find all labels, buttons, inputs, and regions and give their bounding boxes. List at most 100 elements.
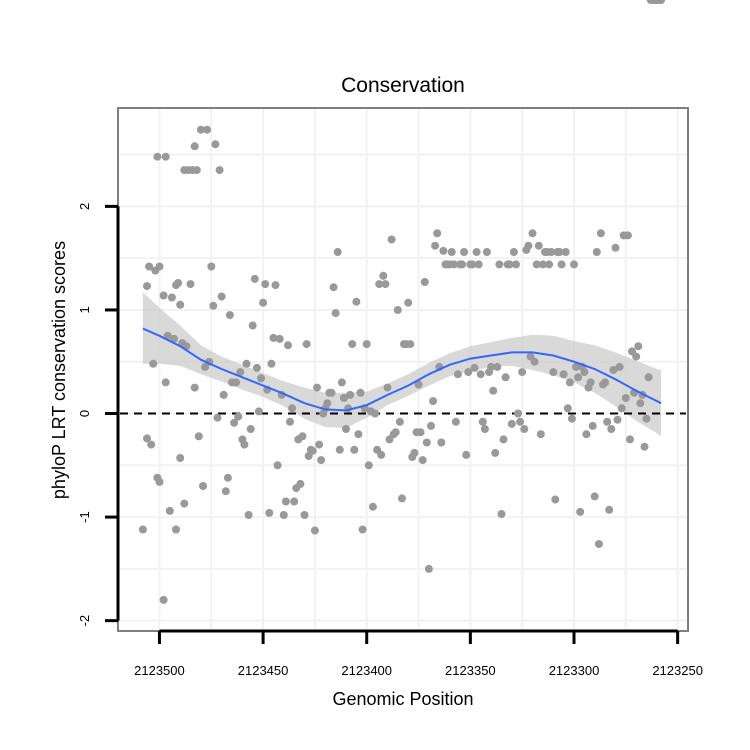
data-point xyxy=(406,340,415,349)
data-point xyxy=(632,352,641,361)
data-point xyxy=(368,502,377,511)
data-point xyxy=(547,248,556,256)
x-axis: 2123500 2123450 2123400 2123350 2123300 21232… xyxy=(134,629,703,678)
data-point xyxy=(284,341,292,350)
data-point xyxy=(570,260,578,269)
data-point xyxy=(464,368,473,377)
data-point xyxy=(563,404,572,413)
data-point xyxy=(429,397,438,406)
data-point xyxy=(232,378,241,387)
data-point xyxy=(518,368,527,377)
data-point xyxy=(596,229,605,238)
y-axis-label: phyloP LRT conservation scores xyxy=(49,241,69,499)
data-point xyxy=(501,373,510,382)
y-tick-label: -2 xyxy=(77,615,92,627)
data-point xyxy=(472,248,481,256)
data-point xyxy=(192,166,201,175)
data-point xyxy=(414,380,423,389)
data-point xyxy=(300,511,309,519)
data-point xyxy=(337,378,346,387)
data-point xyxy=(217,292,226,301)
data-point xyxy=(451,417,460,426)
data-point xyxy=(315,440,324,449)
data-point xyxy=(329,283,338,292)
data-point xyxy=(221,487,230,496)
data-point xyxy=(617,404,626,413)
data-point xyxy=(480,425,489,433)
data-point xyxy=(155,262,164,271)
data-point xyxy=(424,564,433,573)
data-point xyxy=(269,333,278,342)
data-point xyxy=(203,125,212,134)
data-point xyxy=(545,260,554,269)
data-point xyxy=(449,260,458,269)
data-point xyxy=(512,260,520,269)
data-point xyxy=(418,456,427,465)
x-tick-label: 2123350 xyxy=(445,663,496,678)
data-point xyxy=(381,280,390,289)
data-point xyxy=(352,297,361,306)
data-point xyxy=(507,419,516,428)
data-point xyxy=(275,334,284,343)
data-point xyxy=(549,368,558,377)
x-tick-label: 2123250 xyxy=(652,663,703,678)
data-point xyxy=(259,298,268,307)
data-point xyxy=(348,340,357,349)
data-point xyxy=(194,432,203,441)
data-point xyxy=(592,248,601,256)
data-point xyxy=(615,362,624,371)
data-point xyxy=(387,235,396,244)
data-point xyxy=(174,279,183,287)
data-point xyxy=(567,414,576,423)
data-point xyxy=(657,0,666,4)
data-point xyxy=(356,388,365,397)
data-point xyxy=(398,494,406,503)
data-point xyxy=(339,394,348,402)
data-point xyxy=(538,260,547,269)
data-point xyxy=(153,152,162,161)
x-axis-label: Genomic Position xyxy=(332,689,473,709)
data-point xyxy=(427,421,435,430)
data-point xyxy=(422,438,431,447)
data-point xyxy=(375,280,384,289)
data-point xyxy=(371,409,379,418)
data-point xyxy=(576,507,585,516)
data-point xyxy=(186,280,195,289)
data-point xyxy=(155,477,164,486)
data-point xyxy=(607,425,616,433)
data-point xyxy=(460,248,469,256)
data-point xyxy=(611,243,620,252)
data-point xyxy=(594,540,603,548)
x-tick-label: 2123300 xyxy=(549,663,600,678)
data-point xyxy=(453,370,462,379)
data-point xyxy=(634,342,643,351)
data-point xyxy=(159,291,168,300)
data-point xyxy=(161,152,170,161)
data-point xyxy=(470,363,479,372)
data-point xyxy=(265,508,274,517)
data-point xyxy=(358,525,367,534)
data-point xyxy=(536,430,545,439)
data-point xyxy=(491,448,500,457)
data-point xyxy=(364,461,373,470)
data-point xyxy=(462,450,471,459)
data-point xyxy=(223,473,232,482)
plot-panel xyxy=(117,0,689,632)
data-point xyxy=(431,241,440,250)
data-point xyxy=(505,260,514,269)
data-point xyxy=(180,499,189,508)
data-point xyxy=(395,417,404,426)
data-point xyxy=(281,497,290,506)
data-point xyxy=(288,404,297,413)
y-tick-label: 1 xyxy=(77,306,92,313)
data-point xyxy=(362,340,371,349)
data-point xyxy=(626,435,634,444)
data-point xyxy=(420,278,429,286)
data-point xyxy=(516,417,525,426)
data-point xyxy=(478,417,487,426)
data-point xyxy=(323,399,332,408)
data-point xyxy=(497,510,506,518)
data-point xyxy=(416,428,425,437)
data-point xyxy=(574,373,583,382)
data-point xyxy=(240,440,249,449)
